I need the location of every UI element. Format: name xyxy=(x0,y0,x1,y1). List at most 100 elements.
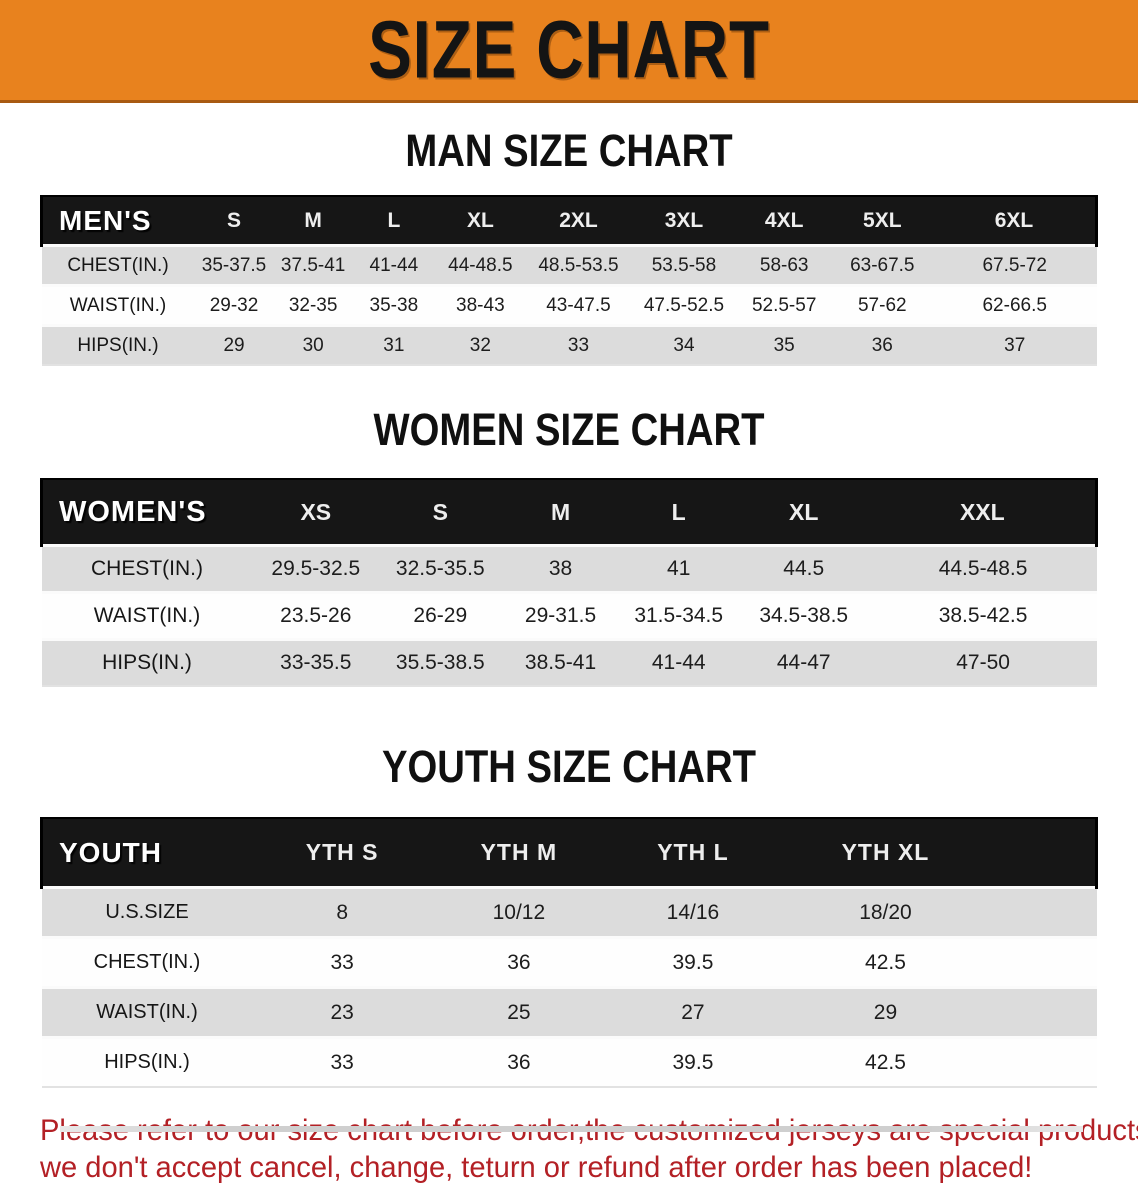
cell-value: 14/16 xyxy=(605,886,780,938)
row-label: WAIST(IN.) xyxy=(41,986,253,1038)
column-header: XL xyxy=(435,195,526,247)
cell-value: 29-31.5 xyxy=(501,591,620,640)
column-header: L xyxy=(619,478,738,547)
cell-value: 30 xyxy=(273,324,353,366)
column-header: 2XL xyxy=(525,195,632,247)
column-header: M xyxy=(501,478,620,547)
cell-value: 38-43 xyxy=(435,284,526,326)
spacer-cell xyxy=(990,1036,1097,1088)
cell-value: 52.5-57 xyxy=(736,284,832,326)
cell-value: 29 xyxy=(779,986,991,1038)
cell-value: 44.5-48.5 xyxy=(869,544,1097,593)
column-header: YTH XL xyxy=(779,817,991,889)
bottom-shadow-strip xyxy=(60,1126,1083,1132)
cell-value: 32 xyxy=(435,324,526,366)
cell-value: 37 xyxy=(932,324,1097,366)
table-corner-label: WOMEN'S xyxy=(40,478,253,547)
cell-value: 42.5 xyxy=(779,936,991,988)
cell-value: 23 xyxy=(252,986,432,1038)
cell-value: 44.5 xyxy=(737,544,870,593)
cell-value: 31.5-34.5 xyxy=(619,591,738,640)
cell-value: 39.5 xyxy=(605,936,780,988)
column-header: 6XL xyxy=(932,195,1098,247)
cell-value: 33 xyxy=(252,1036,432,1088)
cell-value: 53.5-58 xyxy=(631,244,737,286)
women-section-heading: WOMEN SIZE CHART xyxy=(373,404,765,455)
column-header: YTH M xyxy=(431,817,606,889)
row-label: HIPS(IN.) xyxy=(41,1036,253,1088)
cell-value: 25 xyxy=(431,986,606,1038)
row-label: WAIST(IN.) xyxy=(41,284,195,326)
table-row: CHEST(IN.) 33 36 39.5 42.5 xyxy=(41,936,1097,988)
youth-section-heading: YOUTH SIZE CHART xyxy=(381,741,756,792)
cell-value: 18/20 xyxy=(779,886,991,938)
order-disclaimer: Please refer to our size chart before or… xyxy=(40,1112,1138,1186)
cell-value: 32.5-35.5 xyxy=(379,544,502,593)
header-row: YOUTH YTH S YTH M YTH L YTH XL xyxy=(40,817,1098,889)
cell-value: 41-44 xyxy=(619,638,738,687)
cell-value: 10/12 xyxy=(431,886,606,938)
cell-value: 42.5 xyxy=(779,1036,991,1088)
table-row: WAIST(IN.) 23 25 27 29 xyxy=(41,986,1097,1038)
cell-value: 23.5-26 xyxy=(252,591,380,640)
cell-value: 36 xyxy=(431,1036,606,1088)
row-label: CHEST(IN.) xyxy=(41,244,195,286)
cell-value: 29 xyxy=(194,324,274,366)
table-corner-label: MEN'S xyxy=(40,195,195,247)
cell-value: 38.5-41 xyxy=(501,638,620,687)
cell-value: 47-50 xyxy=(869,638,1097,687)
row-label: CHEST(IN.) xyxy=(41,544,253,593)
table-row: WAIST(IN.) 23.5-26 26-29 29-31.5 31.5-34.5 34… xyxy=(41,591,1097,640)
cell-value: 36 xyxy=(831,324,933,366)
table-corner-label: YOUTH xyxy=(40,817,253,889)
cell-value: 35.5-38.5 xyxy=(379,638,502,687)
column-header: 5XL xyxy=(831,195,933,247)
page-title: SIZE CHART xyxy=(368,4,770,95)
row-label: CHEST(IN.) xyxy=(41,936,253,988)
cell-value: 33 xyxy=(525,324,632,366)
cell-value: 63-67.5 xyxy=(831,244,933,286)
cell-value: 47.5-52.5 xyxy=(631,284,737,326)
cell-value: 33 xyxy=(252,936,432,988)
cell-value: 57-62 xyxy=(831,284,933,326)
title-banner: SIZE CHART xyxy=(0,0,1138,103)
table-row: U.S.SIZE 8 10/12 14/16 18/20 xyxy=(41,886,1097,938)
cell-value: 58-63 xyxy=(736,244,832,286)
cell-value: 27 xyxy=(605,986,780,1038)
cell-value: 29-32 xyxy=(194,284,274,326)
cell-value: 35-38 xyxy=(352,284,435,326)
cell-value: 67.5-72 xyxy=(932,244,1097,286)
youth-size-table: YOUTH YTH S YTH M YTH L YTH XL U.S.SIZE 8 10/12… xyxy=(40,817,1098,1088)
cell-value: 38.5-42.5 xyxy=(869,591,1097,640)
row-label: HIPS(IN.) xyxy=(41,638,253,687)
header-row: WOMEN'S XS S M L XL XXL xyxy=(40,478,1098,547)
column-header: XXL xyxy=(869,478,1098,547)
spacer-cell xyxy=(990,886,1097,938)
cell-value: 38 xyxy=(501,544,620,593)
column-header: YTH S xyxy=(252,817,432,889)
row-label: WAIST(IN.) xyxy=(41,591,253,640)
column-header: S xyxy=(194,195,274,247)
cell-value: 37.5-41 xyxy=(273,244,353,286)
spacer-cell xyxy=(990,936,1097,988)
cell-value: 41 xyxy=(619,544,738,593)
column-header: 4XL xyxy=(736,195,832,247)
cell-value: 34 xyxy=(631,324,737,366)
table-row: HIPS(IN.) 33-35.5 35.5-38.5 38.5-41 41-44 44-… xyxy=(41,638,1097,687)
row-label: HIPS(IN.) xyxy=(41,324,195,366)
cell-value: 35 xyxy=(736,324,832,366)
column-header: XL xyxy=(737,478,870,547)
cell-value: 41-44 xyxy=(352,244,435,286)
table-row: HIPS(IN.) 33 36 39.5 42.5 xyxy=(41,1036,1097,1088)
men-size-table: MEN'S S M L XL 2XL 3XL 4XL 5XL 6XL CHEST(IN.) 35-37… xyxy=(40,195,1098,366)
spacer-header xyxy=(990,817,1098,889)
header-row: MEN'S S M L XL 2XL 3XL 4XL 5XL 6XL xyxy=(40,195,1098,247)
column-header: S xyxy=(379,478,502,547)
column-header: 3XL xyxy=(631,195,737,247)
cell-value: 31 xyxy=(352,324,435,366)
cell-value: 62-66.5 xyxy=(932,284,1097,326)
cell-value: 35-37.5 xyxy=(194,244,274,286)
column-header: L xyxy=(352,195,435,247)
cell-value: 36 xyxy=(431,936,606,988)
table-row: HIPS(IN.) 29 30 31 32 33 34 35 36 37 xyxy=(41,324,1097,366)
